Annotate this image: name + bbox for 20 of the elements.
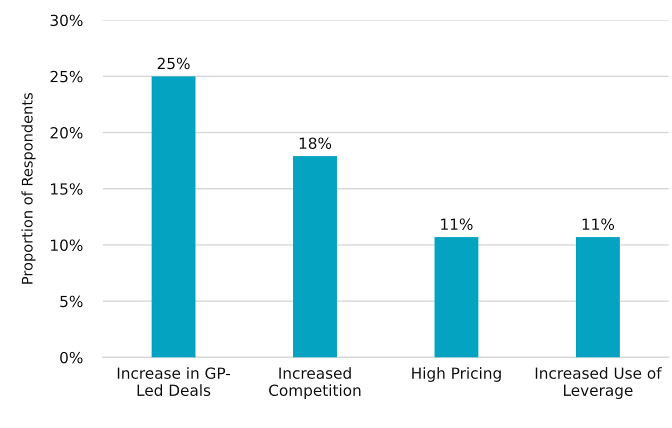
data-label: 25% <box>158 58 190 70</box>
x-tick-label: High Pricing <box>412 367 501 382</box>
y-tick-label: 5% <box>60 296 83 308</box>
x-tick-label: Increased Use of Leverage <box>536 367 662 399</box>
bar <box>434 237 478 358</box>
y-tick-label: 0% <box>60 352 83 364</box>
x-tick-label: Increased Competition <box>269 367 360 399</box>
bar <box>293 156 337 358</box>
y-tick-label: 10% <box>51 239 83 251</box>
y-tick-label: 30% <box>50 14 83 26</box>
y-axis-title: Proportion of Respondents <box>21 93 36 284</box>
y-tick-label: 25% <box>50 70 83 82</box>
data-label: 11% <box>582 218 614 230</box>
bar <box>576 237 620 358</box>
y-tick-label: 15% <box>51 183 83 195</box>
data-label: 18% <box>300 137 332 150</box>
x-tick-label: Increase in GP- Led Deals <box>118 367 230 396</box>
y-tick-label: 20% <box>50 127 83 139</box>
bar <box>152 76 196 358</box>
data-label: 11% <box>441 218 473 230</box>
